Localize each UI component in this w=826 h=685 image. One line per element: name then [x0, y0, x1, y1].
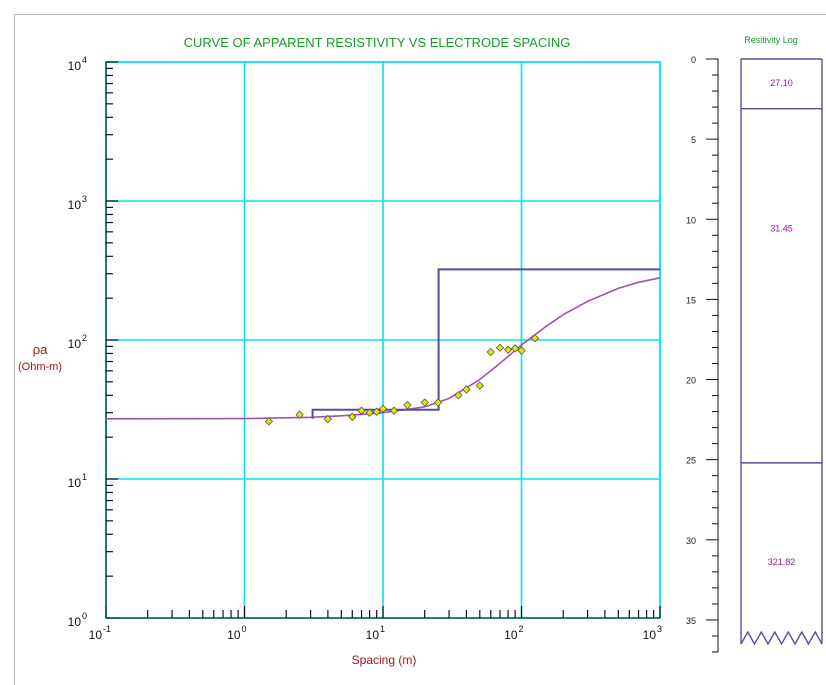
observed-data-point — [475, 381, 484, 390]
depth-tick-label: 35 — [686, 616, 696, 626]
observed-data-point — [517, 346, 526, 355]
x-tick-label-base: 10 — [366, 628, 380, 642]
log-title: Resitivity Log — [744, 35, 798, 45]
log-layers: 27.10 31.45 321.82 — [740, 58, 823, 646]
y-tick-label-base: 10 — [68, 59, 82, 73]
depth-tick-label: 5 — [691, 135, 696, 145]
observed-data-point — [348, 412, 357, 422]
y-tick-label-base: 10 — [68, 337, 82, 351]
y-tick-label-exponent: 2 — [82, 333, 87, 343]
observed-data-point — [365, 408, 374, 417]
main-plot-series — [105, 268, 661, 426]
observed-data-point — [357, 406, 366, 415]
figure-frame — [14, 14, 826, 685]
depth-tick-label: 30 — [686, 536, 696, 546]
x-tick-label-base: 10 — [227, 628, 241, 642]
observed-data-point — [495, 343, 505, 352]
depth-tick-label: 0 — [691, 55, 696, 65]
observed-data-point — [530, 334, 540, 343]
observed-data-point — [295, 410, 304, 419]
y-tick-label-exponent: 4 — [82, 55, 87, 65]
y-tick-label-base: 10 — [68, 615, 82, 629]
observed-data-point — [433, 398, 443, 407]
y-axis-unit-label: (Ohm-m) — [18, 361, 62, 373]
y-tick-label-base: 10 — [68, 476, 82, 490]
y-axis-label: ρa — [33, 342, 48, 357]
observed-data-point — [462, 385, 471, 394]
observed-data-point — [264, 417, 274, 426]
observed-data-point — [403, 400, 412, 410]
depth-tick-label: 25 — [686, 456, 696, 466]
depth-tick-label: 20 — [686, 376, 696, 386]
x-tick-label-exponent: 0 — [242, 624, 247, 634]
y-tick-label-base: 10 — [68, 198, 82, 212]
observed-data-point — [503, 345, 513, 354]
observed-data-point — [454, 391, 463, 400]
observed-data-point — [378, 404, 388, 413]
main-plot-grid — [105, 61, 661, 619]
observed-data-point — [510, 344, 520, 353]
x-axis-label: Spacing (m) — [352, 653, 417, 667]
layer-model-step-line — [311, 268, 660, 419]
observed-data-point — [420, 398, 429, 407]
observed-data-point — [486, 347, 495, 357]
main-plot-tick-labels: 10 -1 10 0 10 1 10 2 10 310 010 110 210 310 4 — [68, 55, 662, 642]
x-tick-label-base: 10 — [504, 628, 518, 642]
y-tick-label-exponent: 1 — [82, 472, 87, 482]
main-plot-ticks — [105, 61, 661, 619]
observed-data-point — [323, 414, 333, 424]
depth-tick-label: 15 — [686, 295, 696, 305]
y-tick-label-exponent: 0 — [82, 611, 87, 621]
log-column-zigzag — [740, 630, 823, 646]
observed-data-point — [372, 407, 381, 416]
x-tick-label-exponent: 2 — [519, 624, 524, 634]
model-curve-line — [105, 277, 661, 420]
x-tick-label-exponent: 3 — [657, 624, 662, 634]
x-tick-label-exponent: -1 — [103, 624, 111, 634]
layer-resistivity-label: 27.10 — [770, 78, 793, 88]
x-tick-label-base: 10 — [643, 628, 657, 642]
y-tick-label-exponent: 3 — [82, 194, 87, 204]
depth-tick-label: 10 — [686, 215, 696, 225]
x-tick-label-exponent: 1 — [380, 624, 385, 634]
layer-resistivity-label: 321.82 — [768, 557, 796, 567]
log-depth-axis: 0 5 10 15 20 25 30 35 — [686, 55, 719, 653]
layer-resistivity-label: 31.45 — [770, 223, 793, 233]
x-tick-label-base: 10 — [89, 628, 103, 642]
chart-title: CURVE OF APPARENT RESISTIVITY VS ELECTRO… — [184, 35, 571, 50]
observed-data-point — [389, 406, 399, 415]
